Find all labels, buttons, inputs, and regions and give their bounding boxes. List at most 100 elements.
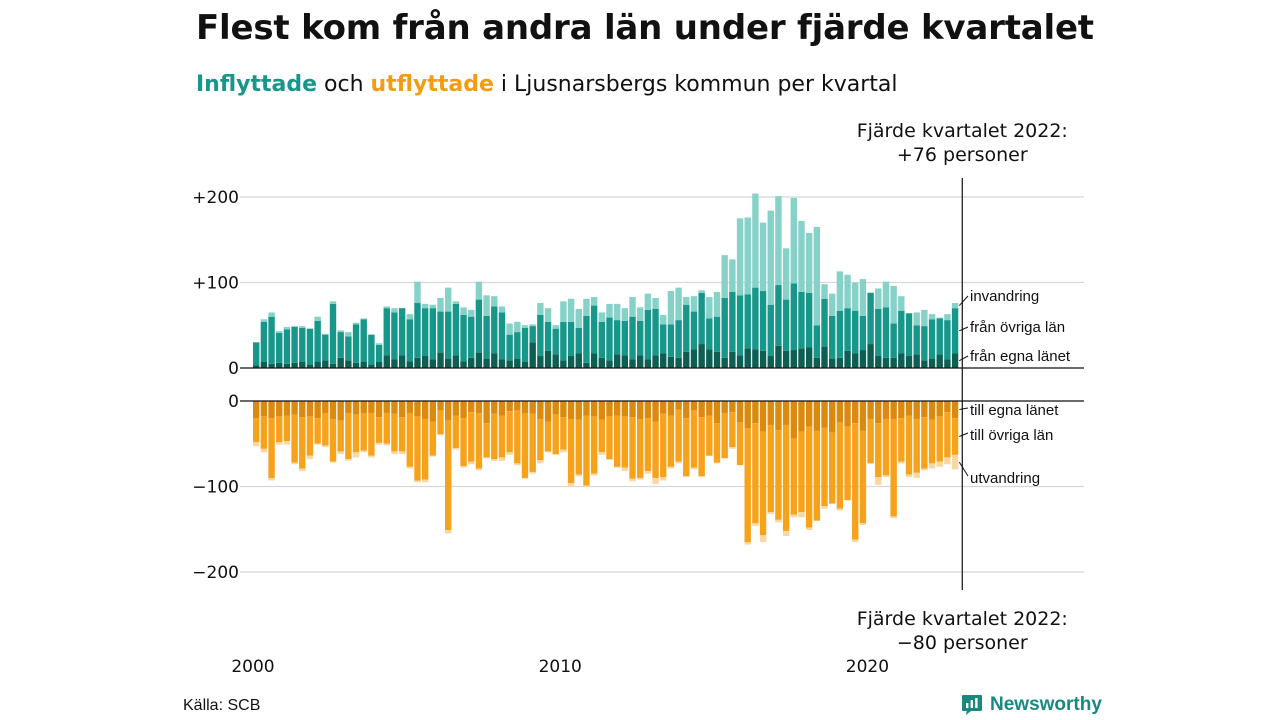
bar-in-0-80 <box>867 344 874 368</box>
y-tick-top: +200 <box>192 188 239 208</box>
bar-in-2-58 <box>698 290 705 293</box>
bar-out-2-86 <box>913 472 920 478</box>
bar-out-0-4 <box>283 401 291 416</box>
bar-in-2-76 <box>836 271 844 311</box>
bar-out-2-3 <box>276 442 283 445</box>
bar-in-2-32 <box>498 306 506 313</box>
bar-out-0-82 <box>882 401 890 419</box>
bar-in-2-84 <box>898 296 905 311</box>
bar-in-0-24 <box>437 352 444 368</box>
bar-in-0-69 <box>782 350 790 368</box>
bar-in-2-67 <box>767 210 774 305</box>
bar-in-1-79 <box>859 315 867 351</box>
bar-in-0-87 <box>921 360 928 369</box>
bar-in-0-52 <box>652 355 659 368</box>
bar-out-0-7 <box>306 401 314 417</box>
bar-out-0-14 <box>360 401 367 413</box>
bar-in-1-54 <box>667 324 675 357</box>
bar-in-1-43 <box>583 315 590 363</box>
bar-in-1-53 <box>660 324 667 354</box>
bar-in-1-27 <box>460 314 467 362</box>
bar-out-0-22 <box>421 401 429 419</box>
bar-in-2-89 <box>936 317 943 319</box>
bar-out-2-26 <box>452 448 460 450</box>
bar-in-2-47 <box>613 303 621 321</box>
bar-out-0-6 <box>299 401 306 418</box>
bar-in-0-71 <box>798 348 805 368</box>
bar-out-2-88 <box>928 463 936 469</box>
bar-out-0-10 <box>329 401 337 419</box>
bar-out-2-70 <box>790 514 797 518</box>
bar-in-1-31 <box>491 306 498 354</box>
bar-in-2-37 <box>537 303 544 315</box>
bar-in-2-71 <box>798 220 805 292</box>
bar-in-2-26 <box>452 301 460 304</box>
bar-in-1-65 <box>752 287 759 350</box>
bar-in-0-50 <box>637 355 644 368</box>
bar-out-1-23 <box>429 421 437 456</box>
bar-out-0-81 <box>875 401 882 424</box>
series-label-in-2: invandring <box>970 288 1039 305</box>
bar-in-2-18 <box>391 308 398 313</box>
bar-in-0-78 <box>852 353 859 368</box>
bar-in-1-72 <box>805 292 813 348</box>
bar-out-1-17 <box>383 412 390 444</box>
bar-out-2-50 <box>637 477 644 480</box>
bar-out-1-13 <box>352 414 360 453</box>
bar-out-2-20 <box>406 466 413 469</box>
bar-in-0-27 <box>460 361 467 368</box>
bar-out-2-10 <box>329 461 337 463</box>
bar-out-2-28 <box>468 461 475 465</box>
bar-in-0-5 <box>291 362 298 368</box>
bar-in-1-15 <box>368 334 375 365</box>
bar-out-0-80 <box>867 401 874 419</box>
bar-out-1-30 <box>483 423 490 458</box>
bar-in-2-49 <box>629 297 636 317</box>
bar-in-0-30 <box>483 358 490 368</box>
bar-in-0-15 <box>368 364 375 368</box>
bar-out-2-60 <box>713 462 721 464</box>
bar-out-0-25 <box>445 401 452 421</box>
bar-in-0-38 <box>544 350 552 368</box>
bar-out-2-8 <box>314 443 321 445</box>
bar-out-1-75 <box>829 432 836 504</box>
bar-in-1-60 <box>713 316 721 352</box>
bar-out-2-11 <box>337 451 344 454</box>
series-label-out-1: till övriga län <box>970 427 1053 444</box>
bar-in-2-66 <box>759 222 767 292</box>
bar-out-2-49 <box>629 478 636 482</box>
bar-in-2-35 <box>521 325 529 328</box>
bar-out-1-55 <box>675 409 682 462</box>
bar-out-1-4 <box>283 415 291 442</box>
bar-in-1-7 <box>306 328 314 365</box>
bar-in-0-86 <box>913 354 920 368</box>
bar-out-2-57 <box>690 467 698 470</box>
bar-out-1-67 <box>767 424 774 513</box>
bar-out-0-85 <box>905 401 913 416</box>
bar-in-1-44 <box>590 305 598 354</box>
brand-logo[interactable]: Newsworthy <box>960 693 1102 717</box>
bar-out-0-36 <box>529 401 536 414</box>
bar-out-1-61 <box>721 412 728 459</box>
bar-in-1-90 <box>944 320 951 360</box>
bar-out-1-77 <box>844 426 851 501</box>
bar-in-0-81 <box>875 356 882 368</box>
bar-in-0-91 <box>951 353 959 368</box>
bar-out-0-46 <box>606 401 613 417</box>
bar-in-2-91 <box>951 303 959 309</box>
bar-out-0-43 <box>583 401 590 416</box>
bar-in-1-48 <box>621 320 629 356</box>
bar-in-0-37 <box>537 356 544 368</box>
bar-out-1-51 <box>644 418 652 472</box>
bar-out-2-18 <box>391 451 398 454</box>
bar-in-0-72 <box>805 347 813 368</box>
series-labels: från egna länet från övriga län invandring… <box>958 288 1071 487</box>
bar-out-1-68 <box>775 430 782 520</box>
bar-out-2-37 <box>537 460 544 464</box>
bar-in-1-19 <box>398 308 406 356</box>
bar-out-1-16 <box>375 417 383 443</box>
bar-out-1-40 <box>560 417 567 450</box>
bar-out-0-18 <box>391 401 398 414</box>
bar-in-0-39 <box>552 354 559 368</box>
bar-in-2-43 <box>583 298 590 316</box>
